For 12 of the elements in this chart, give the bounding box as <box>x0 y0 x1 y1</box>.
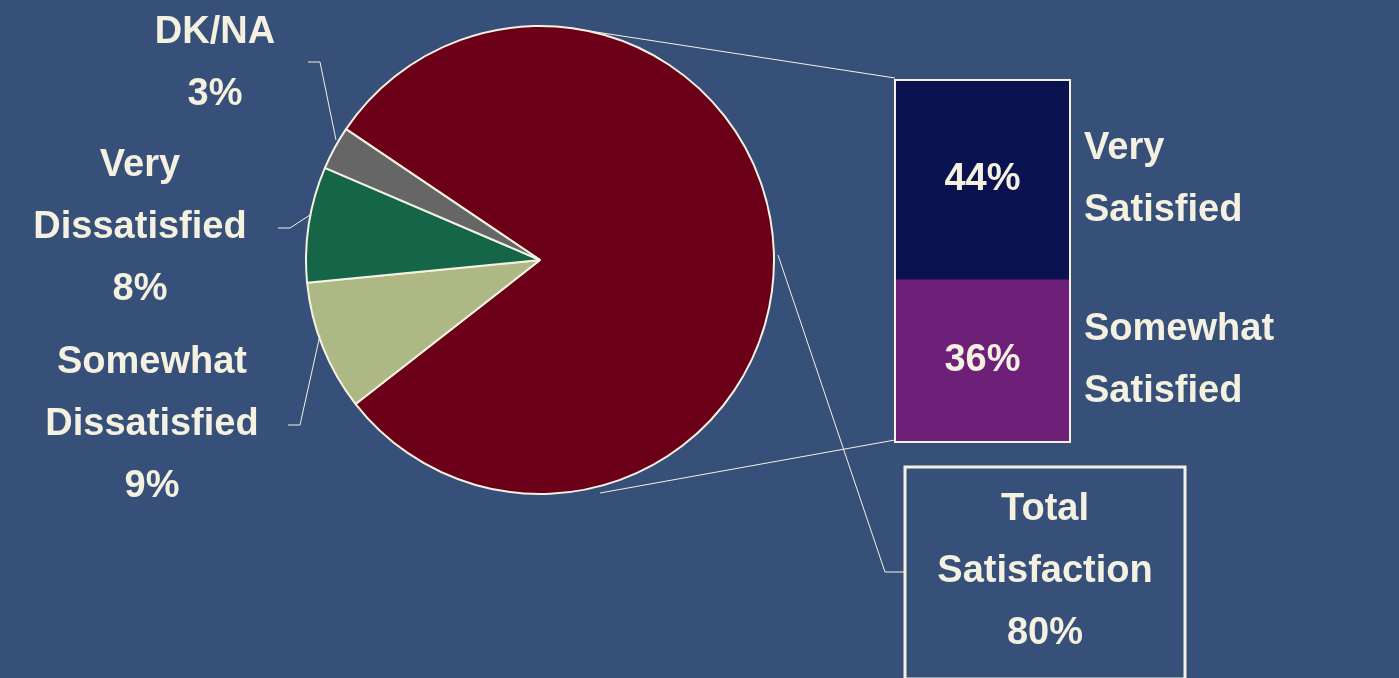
data-label: 3% <box>187 71 243 114</box>
slice-label: Total Satisfaction <box>937 486 1153 591</box>
slice-label: Very Dissatisfied <box>33 142 247 247</box>
series-label: Very Satisfied <box>1084 125 1243 230</box>
slice-label: Somewhat Dissatisfied <box>45 339 259 444</box>
data-label: 80% <box>1006 610 1084 653</box>
data-label: 8% <box>112 266 168 309</box>
data-label: 44% <box>944 156 1021 199</box>
data-label: 9% <box>124 463 180 506</box>
data-label: 36% <box>944 337 1021 380</box>
slice-label: DK/NA <box>154 9 276 52</box>
series-label: Somewhat Satisfied <box>1084 306 1275 411</box>
